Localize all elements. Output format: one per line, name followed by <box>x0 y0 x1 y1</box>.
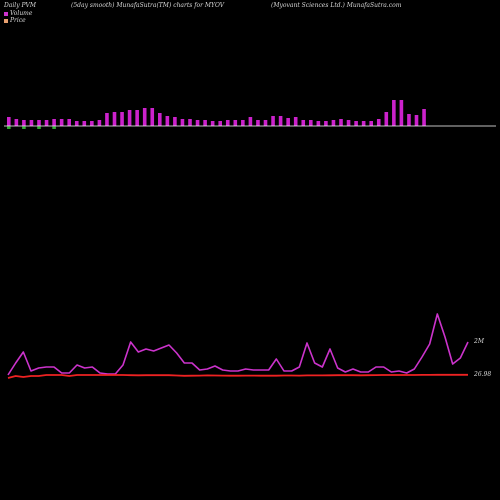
volume-bar <box>135 110 139 126</box>
volume-bar-negative <box>7 126 11 129</box>
header-center: (5day smooth) MunafaSutra(TM) charts for… <box>71 2 225 9</box>
volume-bar <box>256 120 260 126</box>
volume-bar <box>14 119 19 126</box>
volume-bar <box>407 114 411 126</box>
price-legend-label: Price <box>10 17 26 24</box>
volume-bar <box>142 108 147 126</box>
volume-bar <box>44 120 49 126</box>
volume-bar-negative <box>52 126 56 129</box>
volume-bar <box>188 119 192 126</box>
volume-bar <box>414 115 419 126</box>
volume-bar <box>233 120 238 126</box>
volume-bar <box>218 121 222 126</box>
volume-bar <box>173 117 177 126</box>
lines-group <box>7 313 469 379</box>
volume-bar <box>7 117 11 126</box>
volume-bar <box>180 119 185 126</box>
volume-bar <box>74 121 79 126</box>
volume-bar <box>346 120 351 126</box>
volume-bar <box>301 120 306 126</box>
volume-bar <box>399 100 404 126</box>
volume-bar <box>248 117 253 126</box>
volume-bar <box>37 120 41 126</box>
volume-bar <box>203 120 207 126</box>
volume-bar <box>127 110 132 126</box>
volume-bar <box>324 121 328 126</box>
volume-bar-negative <box>22 126 26 129</box>
price-end-label: 26.98 <box>473 371 491 378</box>
header-left: Daily PVM <box>4 2 37 9</box>
header-right: (Myovant Sciences Ltd.) MunafaSutra.com <box>271 2 402 9</box>
volume-bar <box>354 121 358 126</box>
volume-bar <box>67 119 71 126</box>
volume-bar <box>59 119 64 126</box>
volume-bar <box>422 109 426 126</box>
volume-bar <box>210 121 215 126</box>
volume-bar <box>278 116 283 126</box>
volume-bar <box>112 112 117 126</box>
volume-bar <box>263 120 268 126</box>
volume-legend-label: Volume <box>10 10 33 17</box>
volume-bar <box>271 116 275 126</box>
volume-bar <box>52 119 56 126</box>
volume-bar <box>195 120 200 126</box>
legend-volume: Volume <box>4 10 32 17</box>
volume-bar <box>361 121 366 126</box>
volume-bar <box>241 120 245 126</box>
volume-bar <box>286 118 290 126</box>
volume-bar <box>316 121 321 126</box>
volume-bar <box>165 116 170 126</box>
volume-bar <box>97 120 102 126</box>
volume-bars <box>7 100 426 129</box>
volume-bar <box>384 112 389 126</box>
volume-bar <box>120 112 124 126</box>
volume-bar <box>369 121 373 126</box>
volume-bar <box>82 121 87 126</box>
price-swatch <box>4 18 8 23</box>
volume-bar <box>105 113 109 126</box>
legend-price: Price <box>4 17 26 24</box>
volume-bar <box>293 117 298 126</box>
volume-bar <box>225 120 230 126</box>
volume-bar <box>309 120 313 126</box>
volume-bar-negative <box>37 126 41 129</box>
volume-bar <box>150 108 155 126</box>
volume-swatch <box>4 11 8 16</box>
volume-bar <box>331 120 336 126</box>
volume-bar <box>376 119 381 126</box>
volume-bar <box>339 119 343 126</box>
volume-bar <box>22 120 26 126</box>
volume-bar <box>29 120 34 126</box>
volume-bar <box>158 113 162 126</box>
volume-end-label: 2M <box>473 338 485 345</box>
volume-bar <box>392 100 396 126</box>
volume-line <box>7 313 469 376</box>
price-line <box>7 373 468 379</box>
volume-bar <box>90 121 94 126</box>
